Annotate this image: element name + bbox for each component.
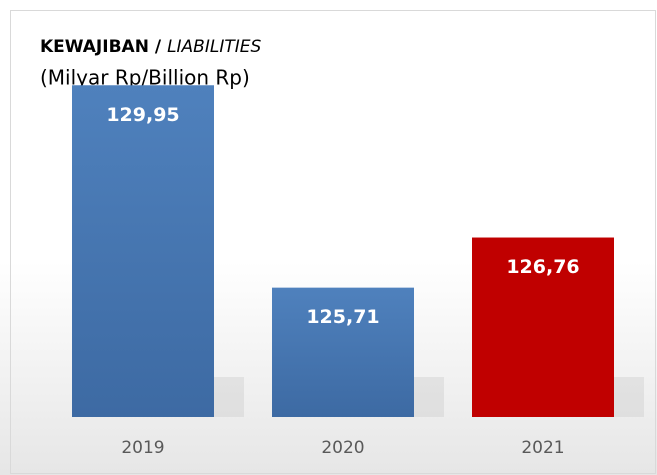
data-label: 129,95 bbox=[106, 104, 179, 126]
x-tick-label: 2021 bbox=[521, 438, 564, 458]
bar-shadow bbox=[214, 377, 244, 417]
data-label: 126,76 bbox=[506, 256, 579, 278]
bar bbox=[72, 85, 214, 418]
x-tick-label: 2019 bbox=[121, 438, 164, 458]
chart-title: KEWAJIBAN / LIABILITIES bbox=[40, 37, 261, 57]
frame bbox=[10, 10, 656, 474]
x-tick-label: 2020 bbox=[321, 438, 364, 458]
bar-shadow bbox=[614, 377, 644, 417]
bar bbox=[472, 237, 614, 417]
bar-shadow bbox=[414, 377, 444, 417]
data-label: 125,71 bbox=[306, 306, 379, 328]
bar bbox=[272, 287, 414, 417]
title-bold: KEWAJIBAN / bbox=[40, 37, 162, 57]
title-italic: LIABILITIES bbox=[167, 37, 261, 57]
